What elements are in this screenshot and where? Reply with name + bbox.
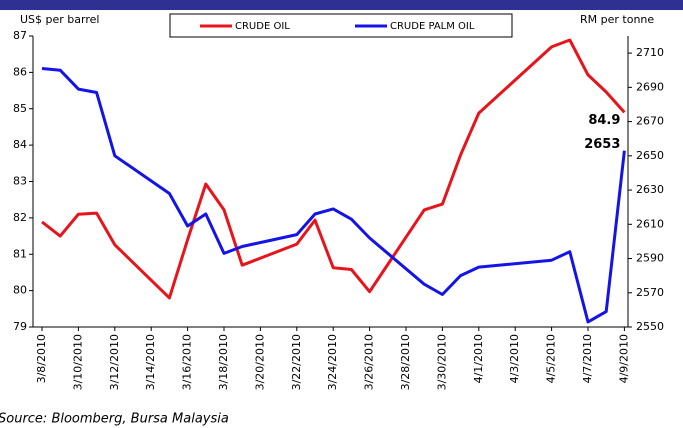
x-tick-label: 3/14/2010: [144, 334, 157, 390]
legend: [169, 13, 513, 38]
x-tick-label: 3/22/2010: [290, 334, 303, 390]
series-line: [41, 67, 626, 324]
y-tick-label: 86: [13, 65, 27, 78]
x-tick-label: 4/7/2010: [581, 334, 594, 383]
legend-label: CRUDE OIL: [235, 21, 290, 32]
x-tick-label: 3/18/2010: [217, 334, 230, 390]
y2-tick-label: 2610: [636, 217, 664, 230]
x-tick-label: 4/9/2010: [617, 334, 630, 383]
y-tick-label: 87: [13, 29, 27, 42]
data-label: 84.9: [588, 113, 620, 128]
legend-label: CRUDE PALM OIL: [390, 21, 475, 32]
x-tick-label: 4/1/2010: [472, 334, 485, 383]
y-tick-label: 80: [13, 284, 27, 297]
x-tick-label: 3/24/2010: [326, 334, 339, 390]
y-axis-label: US$ per barrel: [20, 13, 99, 26]
x-tick-label: 3/10/2010: [71, 334, 84, 390]
y-tick-label: 79: [13, 320, 27, 333]
y-tick-label: 83: [13, 175, 27, 188]
x-tick-label: 3/16/2010: [181, 334, 194, 390]
x-tick-label: 3/20/2010: [253, 334, 266, 390]
x-tick-label: 3/26/2010: [363, 334, 376, 390]
y2-tick-label: 2690: [636, 80, 664, 93]
y2-tick-label: 2570: [636, 286, 664, 299]
y2-tick-label: 2670: [636, 115, 664, 128]
y2-tick-label: 2650: [636, 149, 664, 162]
x-tick-label: 3/8/2010: [35, 334, 48, 383]
y-tick-label: 81: [13, 247, 27, 260]
data-label: 2653: [584, 137, 620, 152]
y-tick-label: 85: [13, 102, 27, 115]
y-tick-label: 82: [13, 211, 27, 224]
y2-tick-label: 2630: [636, 183, 664, 196]
y2-tick-label: 2550: [636, 320, 664, 333]
x-tick-label: 3/28/2010: [399, 334, 412, 390]
x-tick-label: 3/12/2010: [108, 334, 121, 390]
x-tick-label: 4/3/2010: [508, 334, 521, 383]
series-line: [41, 38, 626, 300]
x-tick-label: 3/30/2010: [435, 334, 448, 390]
y2-axis-label: RM per tonne: [580, 13, 654, 26]
y2-tick-label: 2710: [636, 46, 664, 59]
x-tick-label: 4/5/2010: [545, 334, 558, 383]
y2-tick-label: 2590: [636, 252, 664, 265]
top-band: [0, 0, 683, 10]
source-note: Source: Bloomberg, Bursa Malaysia: [0, 412, 229, 427]
y-tick-label: 84: [13, 138, 27, 151]
